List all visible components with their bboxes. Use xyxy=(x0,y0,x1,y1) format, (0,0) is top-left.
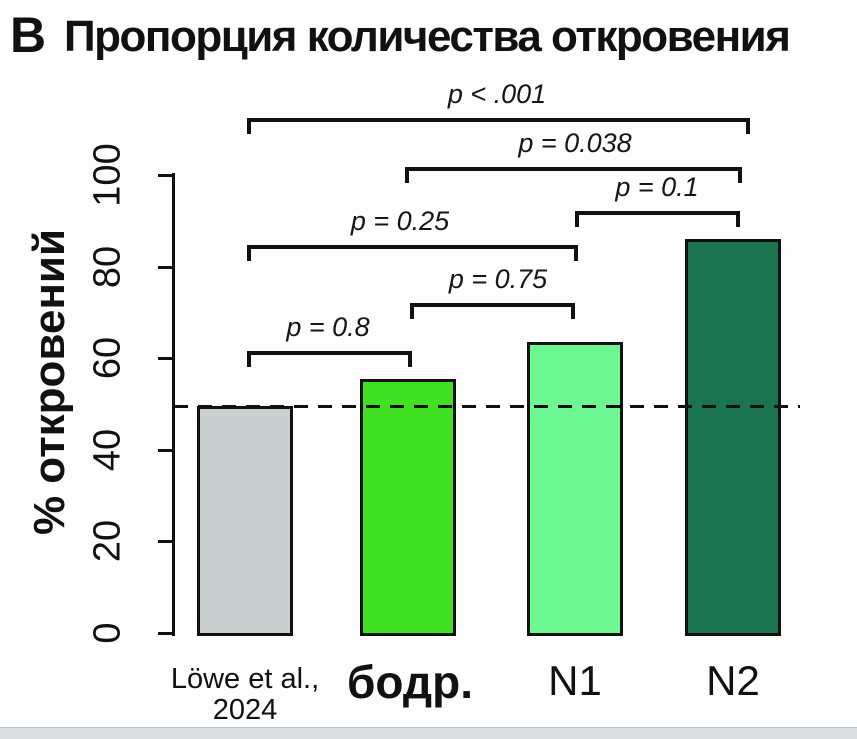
p-value-label: p = 0.8 xyxy=(286,312,370,342)
p-value-label: p = 0.75 xyxy=(448,264,548,294)
y-tick-label: 60 xyxy=(86,337,129,380)
panel-label: B xyxy=(10,7,46,63)
x-category-label-line: бодр. xyxy=(347,656,473,708)
chart-title: Пропорция количества откровения xyxy=(64,12,791,61)
bar-бодр- xyxy=(360,378,456,636)
x-category-label: бодр. xyxy=(347,655,473,709)
significance-bracket xyxy=(247,118,750,134)
x-category-label-line: N2 xyxy=(706,657,760,704)
y-tick-mark xyxy=(158,357,175,361)
y-tick-mark xyxy=(158,540,175,544)
y-tick-label: 80 xyxy=(86,245,129,288)
significance-bracket xyxy=(575,211,740,227)
reference-dashed-line xyxy=(174,405,800,409)
y-tick-mark xyxy=(158,265,175,269)
significance-bracket xyxy=(247,245,578,261)
bar-n1 xyxy=(527,342,623,636)
y-tick-label: 100 xyxy=(86,143,129,207)
y-tick-mark xyxy=(158,632,175,635)
significance-bracket xyxy=(247,351,412,367)
x-category-label-line: Löwe et al., xyxy=(170,663,320,695)
x-category-label: N1 xyxy=(548,657,602,705)
bar-n2 xyxy=(685,239,781,636)
p-value-label: p = 0.1 xyxy=(615,172,699,202)
x-category-label: N2 xyxy=(706,657,760,705)
y-tick-label: 40 xyxy=(86,428,129,472)
bottom-strip xyxy=(0,727,857,739)
x-category-label-line: N1 xyxy=(548,657,602,704)
significance-bracket xyxy=(405,167,742,183)
y-tick-mark xyxy=(158,174,175,178)
p-value-label: p = 0.25 xyxy=(350,206,450,236)
x-category-label-line: 2024 xyxy=(212,694,278,726)
x-category-label: Löwe et al., 2024 xyxy=(171,664,319,726)
p-value-label: p = 0.038 xyxy=(518,128,632,158)
p-value-label: p < .001 xyxy=(447,79,547,109)
bar-l-we-et-al-2024 xyxy=(197,406,293,636)
y-axis-line xyxy=(172,173,175,636)
y-tick-label: 0 xyxy=(86,622,129,644)
y-tick-mark xyxy=(158,448,175,452)
y-tick-label: 20 xyxy=(86,520,129,563)
significance-bracket xyxy=(410,303,575,319)
